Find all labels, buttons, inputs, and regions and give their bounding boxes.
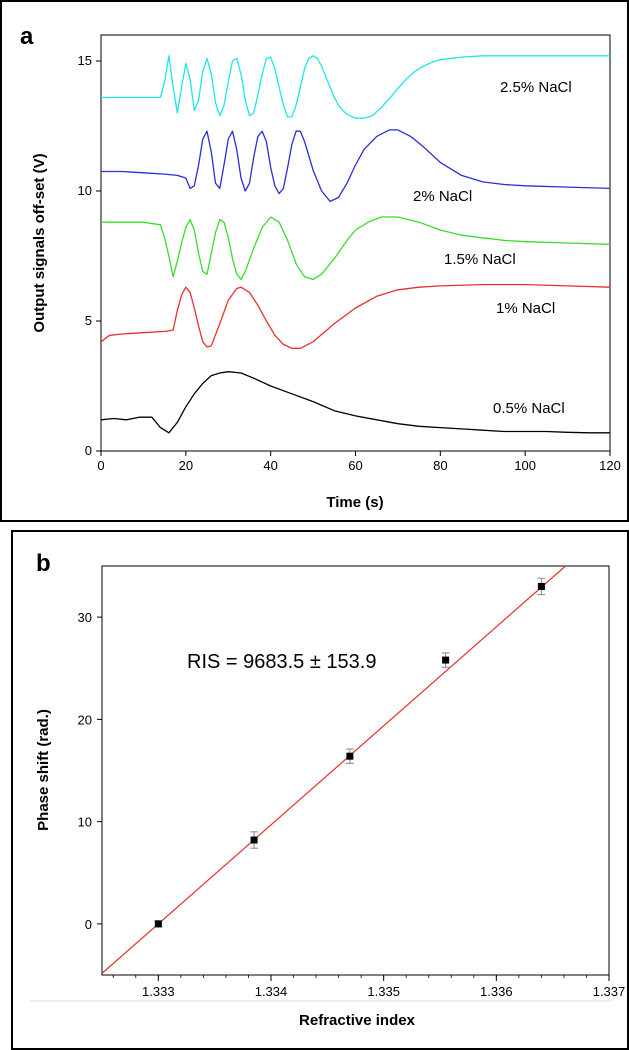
y-tick-label: 15	[78, 53, 92, 68]
series-line	[100, 283, 611, 349]
panel-a-plot-area	[100, 34, 611, 452]
x-tick-label: 0	[97, 458, 104, 473]
series-label: 1.5% NaCl	[444, 251, 516, 268]
panel-b-y-axis: 0 10 20 30	[78, 610, 102, 932]
y-tick-label: 5	[85, 313, 92, 328]
x-tick-label: 100	[514, 458, 536, 473]
panel-a-y-axis-title: Output signals off-set (V)	[31, 153, 48, 332]
x-tick-label: 1.334	[255, 984, 288, 999]
panel-b-plot-area	[101, 565, 610, 976]
panel-a-letter: a	[20, 23, 34, 50]
panel-b: b 1.333 1.334 1.335 1.336 1.337 0 10 20 30 RIS …	[11, 530, 629, 1050]
panel-a-series	[100, 55, 611, 434]
data-point	[442, 656, 450, 664]
y-tick-label: 0	[85, 443, 92, 458]
series-line	[101, 216, 611, 281]
panel-b-y-axis-title: Phase shift (rad.)	[35, 709, 52, 831]
panel-a-x-axis: 0 20 40 60 80 100 120	[97, 451, 621, 473]
panel-a-y-axis: 0 5 10 15	[78, 53, 101, 458]
panel-b-fit	[101, 565, 566, 974]
series-line	[101, 129, 611, 203]
panel-b-x-axis-title: Refractive index	[299, 1012, 416, 1029]
panel-a: a 0 20 40 60 80 100 120 0 5 10 15 0.5% NaCl 1% NaC…	[0, 0, 629, 522]
y-tick-label: 10	[78, 183, 92, 198]
series-label: 0.5% NaCl	[493, 400, 565, 417]
panel-b-frame	[11, 530, 629, 1050]
y-tick-label: 30	[78, 610, 92, 625]
x-tick-label: 1.336	[480, 984, 513, 999]
panel-b-ris-annotation: RIS = 9683.5 ± 153.9	[187, 651, 376, 673]
series-line	[100, 371, 610, 434]
fit-line	[101, 565, 566, 974]
x-tick-label: 1.333	[142, 984, 175, 999]
data-point	[537, 582, 545, 590]
data-point	[346, 752, 354, 760]
x-tick-label: 1.337	[593, 984, 626, 999]
series-label: 2.5% NaCl	[500, 79, 572, 96]
data-point	[154, 920, 162, 928]
x-tick-label: 80	[433, 458, 447, 473]
y-tick-label: 10	[78, 815, 92, 830]
panel-b-x-axis: 1.333 1.334 1.335 1.336 1.337	[112, 975, 626, 999]
data-point	[250, 836, 258, 844]
x-tick-label: 1.335	[367, 984, 400, 999]
x-tick-label: 40	[263, 458, 277, 473]
series-label: 1% NaCl	[496, 300, 555, 317]
y-tick-label: 20	[78, 712, 92, 727]
panel-b-letter: b	[36, 550, 51, 577]
x-tick-label: 120	[599, 458, 621, 473]
x-tick-label: 20	[179, 458, 193, 473]
series-label: 2% NaCl	[413, 188, 472, 205]
x-tick-label: 60	[348, 458, 362, 473]
panel-a-series-labels: 0.5% NaCl 1% NaCl 1.5% NaCl 2% NaCl 2.5% NaC…	[413, 79, 572, 417]
y-tick-label: 0	[85, 917, 92, 932]
panel-a-x-axis-title: Time (s)	[326, 494, 383, 511]
panel-a-frame	[0, 0, 629, 522]
panel-b-points	[154, 577, 546, 928]
series-line	[101, 55, 610, 119]
